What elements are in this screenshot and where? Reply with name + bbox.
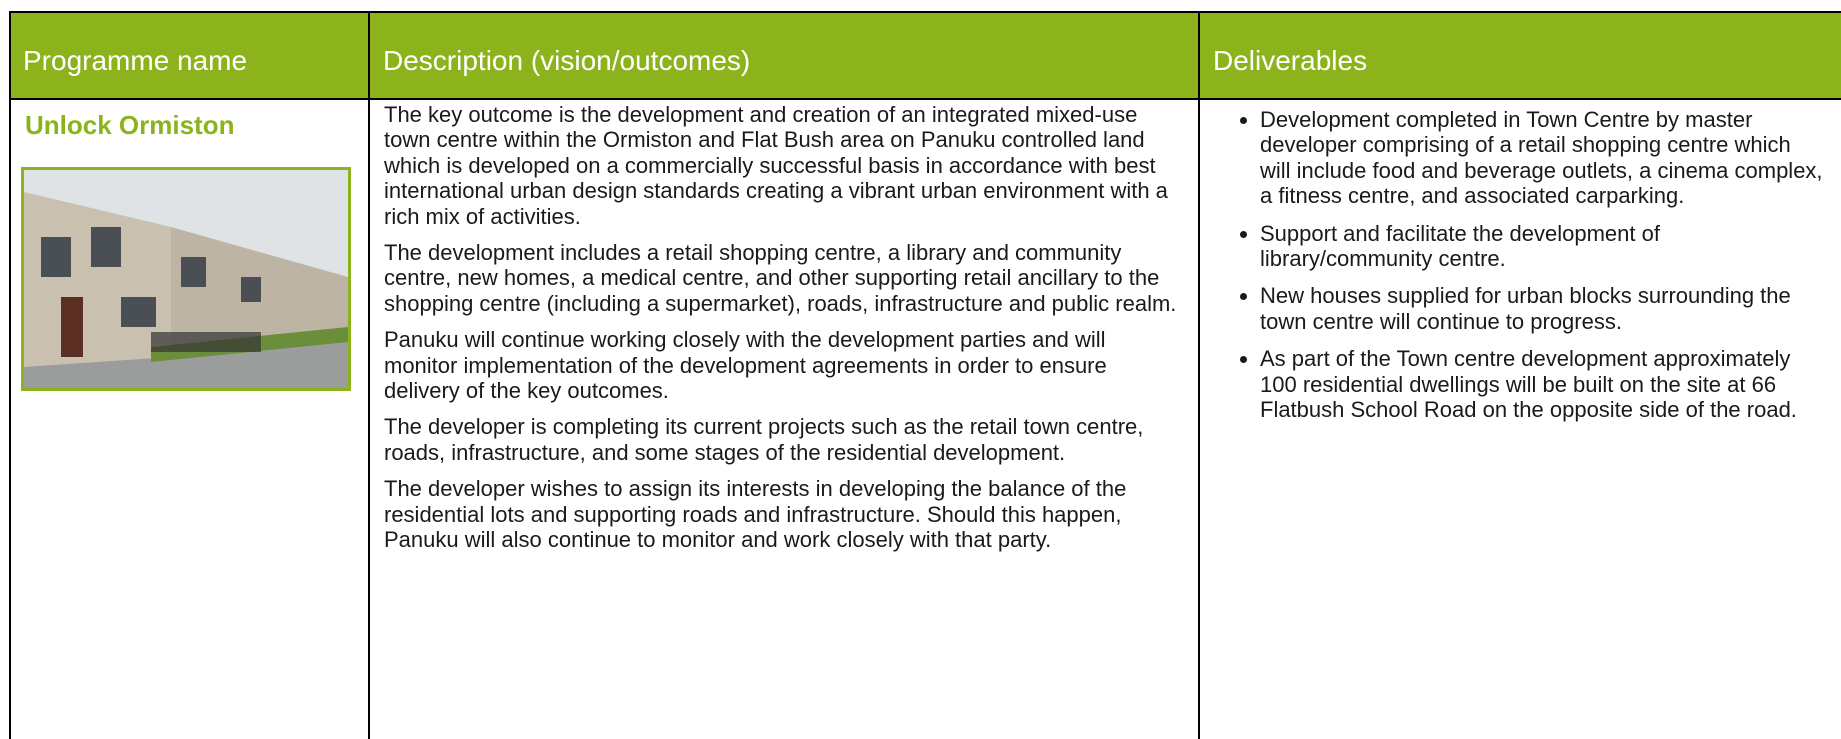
deliverable-item: As part of the Town centre development a… — [1260, 346, 1827, 422]
deliverable-item: New houses supplied for urban blocks sur… — [1260, 283, 1827, 334]
programme-cell: Unlock Ormiston — [11, 99, 368, 739]
deliverable-item: Development completed in Town Centre by … — [1260, 107, 1827, 209]
programme-name: Unlock Ormiston — [25, 110, 235, 140]
description-paragraph: The key outcome is the development and c… — [384, 102, 1168, 229]
description-paragraph: Panuku will continue working closely wit… — [384, 327, 1107, 404]
header-text: Description (vision/outcomes) — [383, 45, 751, 76]
header-cell: Programme name — [9, 12, 369, 99]
header-cell: Description (vision/outcomes) — [369, 12, 1199, 99]
header-text: Programme name — [23, 45, 248, 76]
table-border — [1198, 12, 1200, 739]
description-paragraph: The developer is completing its current … — [384, 414, 1144, 465]
deliverable-item: Support and facilitate the development o… — [1260, 221, 1827, 272]
deliverables-list: Development completed in Town Centre by … — [1200, 107, 1827, 422]
header-cell: Deliverables — [1199, 12, 1841, 99]
description-cell: The key outcome is the development and c… — [370, 99, 1198, 739]
table-border — [368, 12, 370, 739]
description-paragraph: The developer wishes to assign its inter… — [384, 476, 1127, 553]
description-paragraph: The development includes a retail shoppi… — [384, 240, 1177, 316]
programme-photo — [21, 167, 351, 391]
table-border — [9, 12, 11, 739]
header-text: Deliverables — [1213, 45, 1368, 76]
deliverables-cell: Development completed in Town Centre by … — [1200, 99, 1841, 739]
table-border — [9, 98, 1841, 100]
table-border — [9, 11, 1841, 13]
